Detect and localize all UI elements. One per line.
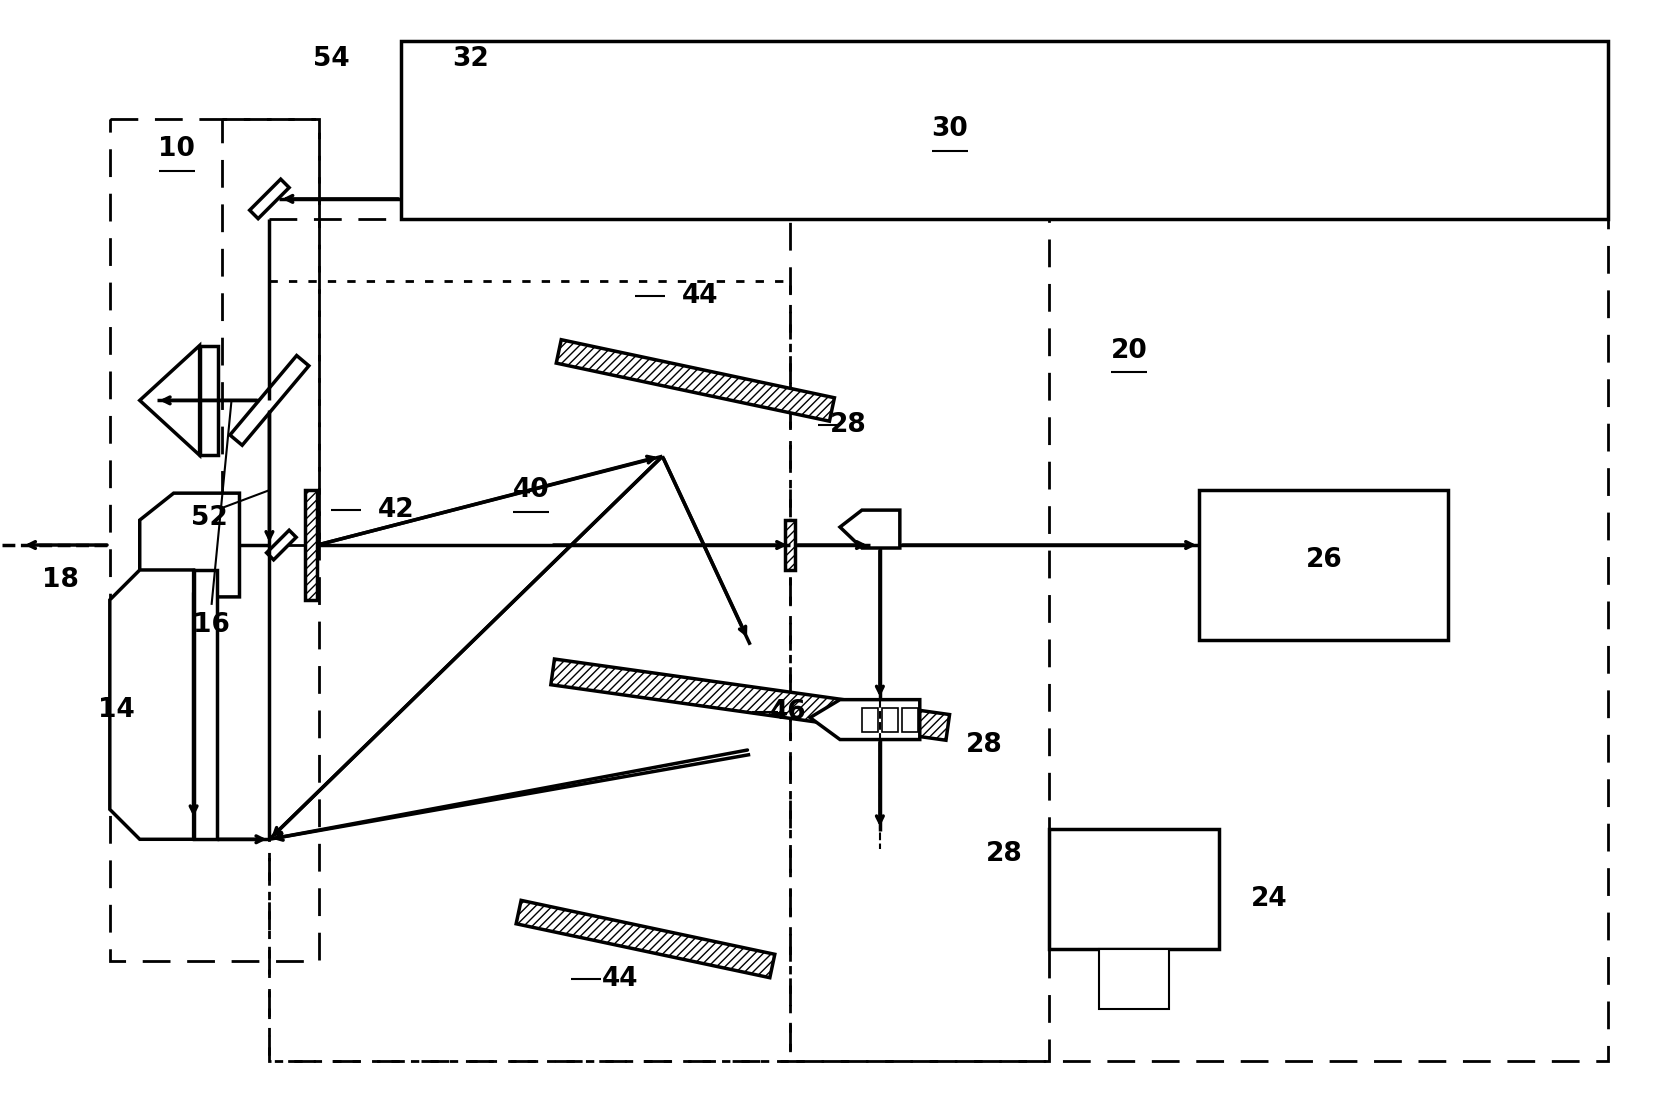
Text: 32: 32 [453, 47, 490, 72]
Bar [222, 119, 320, 545]
Bar [1200, 491, 1448, 639]
Polygon shape [810, 699, 920, 739]
Text: 20: 20 [1111, 337, 1148, 363]
Text: 54: 54 [313, 47, 350, 72]
Text: 14: 14 [98, 697, 135, 723]
Text: 30: 30 [931, 117, 968, 142]
Text: 42: 42 [378, 497, 415, 523]
Polygon shape [881, 707, 898, 731]
Polygon shape [901, 707, 918, 731]
Bar [110, 119, 320, 961]
Polygon shape [556, 340, 835, 421]
Text: 28: 28 [986, 841, 1023, 867]
Text: 10: 10 [158, 137, 195, 162]
Polygon shape [267, 531, 297, 559]
Text: 28: 28 [966, 731, 1003, 757]
Polygon shape [1100, 949, 1170, 1009]
Text: 40: 40 [513, 477, 550, 503]
Text: 24: 24 [1251, 886, 1288, 912]
Polygon shape [230, 355, 308, 445]
Polygon shape [193, 569, 217, 839]
Polygon shape [516, 900, 775, 978]
Text: 16: 16 [193, 612, 230, 638]
Bar [1050, 829, 1220, 949]
Polygon shape [305, 491, 317, 599]
Polygon shape [551, 659, 950, 740]
Polygon shape [140, 345, 200, 455]
Polygon shape [140, 493, 240, 597]
Bar [402, 41, 1608, 219]
Polygon shape [861, 707, 878, 731]
Polygon shape [250, 179, 290, 219]
Polygon shape [110, 569, 193, 839]
Text: 28: 28 [830, 412, 866, 438]
Polygon shape [840, 511, 900, 548]
Text: 46: 46 [770, 698, 806, 725]
Text: 44: 44 [681, 283, 718, 309]
Text: 18: 18 [42, 567, 78, 593]
Bar [270, 281, 790, 1061]
Text: 52: 52 [192, 505, 228, 531]
Polygon shape [200, 345, 218, 455]
Text: 26: 26 [1306, 547, 1343, 573]
Text: 44: 44 [603, 966, 638, 992]
Polygon shape [785, 521, 795, 569]
Bar [790, 219, 1608, 1061]
Bar [270, 219, 1050, 1061]
